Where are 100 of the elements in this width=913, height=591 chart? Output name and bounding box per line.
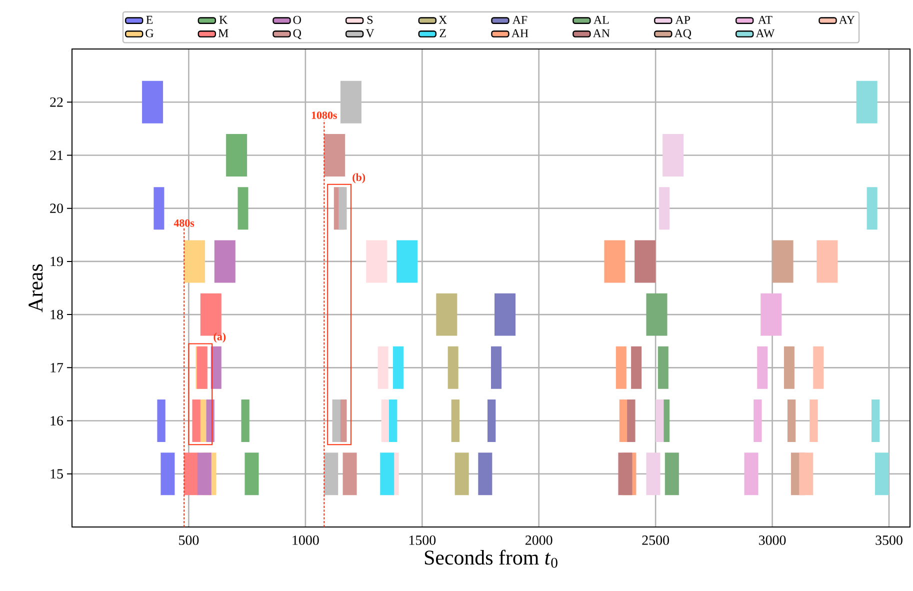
bar xyxy=(448,346,458,389)
bar xyxy=(184,240,206,283)
bar xyxy=(856,80,878,124)
bar xyxy=(388,400,398,442)
ref-line-label: 480s xyxy=(174,219,194,227)
legend-label: S xyxy=(367,16,373,24)
bar xyxy=(760,293,782,336)
bar xyxy=(324,452,338,496)
bar xyxy=(656,400,664,442)
legend-label: AY xyxy=(838,16,855,24)
bar xyxy=(324,134,346,176)
bar xyxy=(184,452,198,496)
bar xyxy=(491,346,502,389)
bar xyxy=(142,80,164,124)
y-tick-label: 17 xyxy=(50,363,64,372)
bar xyxy=(436,293,458,336)
bar xyxy=(810,400,818,442)
bar xyxy=(488,400,496,442)
bar xyxy=(772,240,794,283)
bar xyxy=(396,240,418,283)
legend-label: AL xyxy=(594,16,609,24)
bar xyxy=(214,240,236,283)
legend-label: Q xyxy=(293,29,302,40)
bar xyxy=(494,293,516,336)
bar xyxy=(627,400,636,442)
ref-line-label: 1080s xyxy=(312,112,337,119)
bar xyxy=(616,346,626,389)
annotation: (b) xyxy=(352,173,366,184)
y-tick-label: 15 xyxy=(50,469,63,479)
bar xyxy=(874,452,890,496)
bar xyxy=(451,400,460,442)
bar xyxy=(378,346,388,389)
bar xyxy=(866,187,878,230)
bar xyxy=(813,346,824,389)
y-tick-label: 20 xyxy=(50,204,63,214)
bar xyxy=(618,452,632,496)
bar xyxy=(619,400,628,442)
bar xyxy=(154,187,164,230)
x-tick-label: 500 xyxy=(179,536,199,545)
x-axis-title: Seconds from t$_{0}$ xyxy=(424,550,558,568)
bar xyxy=(646,293,668,336)
legend-label: X xyxy=(438,16,447,24)
bar xyxy=(799,452,814,496)
bar xyxy=(664,452,679,496)
bar xyxy=(744,452,758,496)
bar xyxy=(342,452,357,496)
bar xyxy=(658,346,668,389)
bar xyxy=(366,240,388,283)
legend-label: O xyxy=(293,16,301,24)
y-tick-label: 22 xyxy=(50,97,63,107)
bar xyxy=(244,452,259,496)
legend-label: AP xyxy=(675,16,690,24)
bar xyxy=(338,187,347,230)
bar xyxy=(340,80,362,124)
bar xyxy=(381,400,390,442)
y-tick-label: 16 xyxy=(50,416,64,426)
legend-label: AW xyxy=(756,29,775,38)
bar xyxy=(157,400,166,442)
bar xyxy=(662,134,684,176)
bar xyxy=(392,346,404,389)
x-tick-label: 3500 xyxy=(876,536,902,545)
y-axis-title: Areas xyxy=(28,264,43,312)
legend-label: Z xyxy=(440,29,446,38)
bar xyxy=(210,346,222,389)
legend-label: AT xyxy=(758,16,772,24)
x-tick-label: 3000 xyxy=(759,536,786,545)
bar xyxy=(757,346,768,389)
bar xyxy=(634,240,656,283)
bar xyxy=(659,187,670,230)
bar xyxy=(241,400,250,442)
legend-label: E xyxy=(146,16,153,24)
x-tick-label: 2500 xyxy=(642,536,669,545)
bar xyxy=(192,400,200,442)
bar xyxy=(631,346,642,389)
x-tick-label: 1500 xyxy=(409,536,436,545)
bar xyxy=(871,400,880,442)
bar xyxy=(238,187,248,230)
legend-label: K xyxy=(219,16,228,24)
bar xyxy=(197,452,212,496)
bar xyxy=(816,240,838,283)
bar xyxy=(787,400,796,442)
legend-label: AN xyxy=(592,29,610,38)
bar xyxy=(646,452,660,496)
y-tick-label: 18 xyxy=(50,310,63,320)
x-tick-label: 2000 xyxy=(526,536,552,545)
annotation: (a) xyxy=(214,332,226,343)
bar xyxy=(226,134,248,176)
y-tick-label: 19 xyxy=(50,256,63,266)
legend-label: G xyxy=(146,29,154,38)
legend-label: AQ xyxy=(674,29,692,40)
x-tick-label: 1000 xyxy=(292,536,319,545)
bar xyxy=(754,400,762,442)
legend-label: AH xyxy=(511,29,528,38)
legend-label: M xyxy=(218,29,228,38)
bar xyxy=(454,452,469,496)
bar xyxy=(380,452,394,496)
bar xyxy=(784,346,794,389)
y-tick-label: 21 xyxy=(50,150,63,160)
legend-label: AF xyxy=(512,16,528,24)
bar xyxy=(160,452,175,496)
